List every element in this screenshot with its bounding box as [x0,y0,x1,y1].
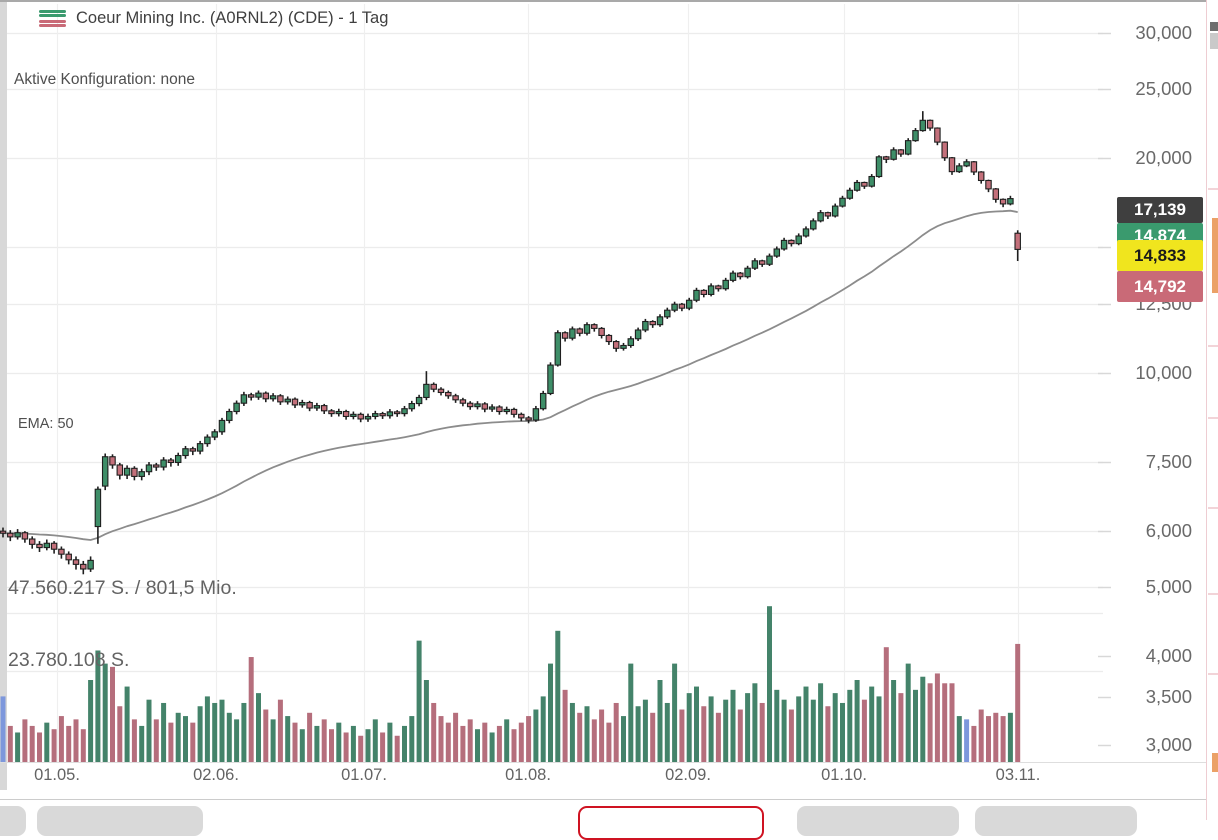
date-axis-label: 01.05. [34,766,80,784]
price-axis-label: 5,000 [1145,576,1192,597]
sliver-fragment [1208,673,1218,675]
sliver-fragment [1210,22,1218,31]
sliver-fragment [1208,593,1218,595]
legend-down-bar [39,24,66,27]
date-axis-label: 01.10. [821,766,867,784]
date-axis-label: 01.08. [505,766,551,784]
bottom-button-2[interactable] [37,806,203,836]
sliver-fragment [1212,753,1218,772]
price-axis-label: 6,000 [1145,520,1192,541]
bottom-button-1[interactable] [0,806,26,836]
price-axis-label: 30,000 [1135,22,1192,43]
price-axis-label: 20,000 [1135,147,1192,168]
date-axis-label: 03.11. [995,766,1041,784]
last-price-badge: 14,833 [1117,240,1203,271]
volume-axis-label-max: 47.560.217 S. / 801,5 Mio. [8,577,237,599]
active-configuration-label: Aktive Konfiguration: none [14,71,195,88]
candlestick-legend-icon[interactable] [39,10,67,29]
sliver-fragment [1212,218,1218,293]
bottom-button-3[interactable] [578,806,764,840]
ema-indicator-label: EMA: 50 [18,416,74,432]
price-axis-label: 3,500 [1145,686,1192,707]
bid-price-badge: 14,792 [1117,271,1203,302]
sliver-fragment [1208,188,1218,190]
chart-title: Coeur Mining Inc. (A0RNL2) (CDE) - 1 Tag [76,9,389,27]
date-axis-label: 02.06. [193,766,239,784]
sliver-fragment [1208,417,1218,419]
sliver-fragment [1210,33,1218,49]
x-axis-separator [0,762,1218,763]
bottom-button-4[interactable] [797,806,959,836]
price-axis-label: 25,000 [1135,78,1192,99]
volume-axis-label-mid: 23.780.108 S. [8,649,130,671]
widget-top-border [0,0,1218,2]
date-axis-label: 02.09. [665,766,711,784]
bottom-button-5[interactable] [975,806,1137,836]
page-left-edge [0,2,7,790]
sliver-fragment [1208,345,1218,347]
ema-value-badge: 17,139 [1117,197,1203,223]
date-axis-label: 01.07. [341,766,387,784]
sliver-fragment [1208,507,1218,509]
price-axis-label: 4,000 [1145,645,1192,666]
widget-bottom-border [0,799,1218,800]
legend-down-bar [39,20,66,23]
price-axis-label: 7,500 [1145,451,1192,472]
adjacent-panel-sliver [1206,0,1218,820]
legend-up-bar [39,10,66,13]
legend-up-bar [39,14,66,17]
price-axis-label: 10,000 [1135,362,1192,383]
price-axis-label: 3,000 [1145,734,1192,755]
price-chart-canvas[interactable] [0,0,1218,800]
